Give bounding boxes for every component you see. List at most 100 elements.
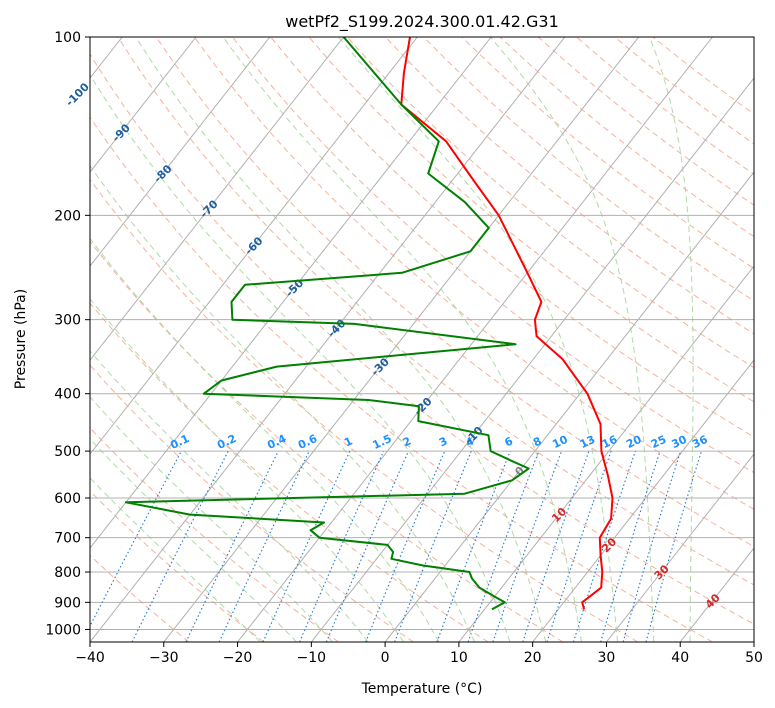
x-tick-label: −10 — [297, 650, 327, 666]
mixing-ratio-line — [622, 450, 682, 642]
mixing-ratio-label: 2 — [401, 434, 413, 449]
isotherm-line — [90, 37, 418, 455]
mixing-ratio-line — [436, 450, 511, 642]
dry-adiabat — [232, 37, 754, 474]
x-tick-label: −30 — [149, 650, 179, 666]
dry-adiabat — [117, 37, 754, 586]
mixing-ratio-line — [492, 450, 563, 642]
mixing-ratio-label: 16 — [600, 433, 620, 451]
x-tick-label: −20 — [223, 650, 253, 666]
moist-adiabat — [90, 438, 297, 642]
dry-adiabat — [346, 37, 754, 369]
isotherm-line — [90, 37, 344, 361]
isotherm-label: -80 — [151, 162, 174, 185]
dry-adiabat — [193, 37, 754, 510]
moist-adiabat — [90, 350, 369, 642]
mixing-ratio-line — [600, 450, 661, 642]
mixing-ratio-label: 1.5 — [371, 432, 394, 452]
dry-adiabat — [90, 178, 639, 642]
isotherm-line — [90, 37, 271, 267]
x-tick-label: 10 — [450, 650, 468, 666]
mixing-ratio-label: 20 — [624, 433, 644, 451]
isotherm-line — [532, 359, 754, 642]
dry-adiabat — [90, 302, 489, 642]
dewpoint-line — [124, 37, 530, 611]
moist-adiabat — [490, 37, 655, 642]
dry-adiabat — [308, 37, 754, 403]
mixing-ratio-label: 30 — [669, 433, 689, 451]
dry-adiabat — [90, 427, 339, 642]
y-tick-label: 100 — [54, 30, 81, 46]
moist-adiabat — [90, 164, 475, 642]
mixing-ratio-line — [522, 450, 590, 642]
y-tick-label: 500 — [54, 444, 81, 460]
moist-adiabat — [649, 37, 694, 642]
mixing-ratio-line — [185, 450, 279, 642]
y-tick-label: 600 — [54, 491, 81, 507]
mixing-ratio-line — [90, 450, 182, 628]
temperature-line — [400, 37, 614, 610]
y-tick-label: 200 — [54, 208, 81, 224]
mixing-ratio-line — [467, 450, 540, 642]
isopleth-labels: 0.1 0.2 0.4 0.6 1 1.5 2 3 4 6 8 10 13 16 20 25 30 36-100-… — [63, 80, 723, 611]
dry-adiabat — [90, 554, 190, 642]
grid-lines — [90, 37, 754, 642]
mixing-ratio-label: 13 — [578, 433, 597, 451]
dry-adiabat — [652, 37, 754, 115]
x-axis-label: Temperature (°C) — [361, 681, 483, 697]
dry-adiabat — [90, 116, 713, 642]
isotherm-label: 10 — [549, 505, 569, 525]
mixing-ratio-label: 0.2 — [215, 432, 238, 452]
moist-adiabat — [90, 298, 405, 642]
y-tick-label: 800 — [54, 565, 81, 581]
dry-adiabat — [270, 37, 754, 438]
isotherm-label: -70 — [197, 197, 220, 220]
mixing-ratio-label: 6 — [503, 434, 516, 449]
mixing-ratio-label: 3 — [437, 434, 449, 449]
y-tick-label: 400 — [54, 387, 81, 403]
x-tick-label: 20 — [524, 650, 542, 666]
x-tick-label: −40 — [75, 650, 105, 666]
moist-adiabat — [135, 37, 547, 642]
isotherm-line — [90, 37, 566, 642]
dry-adiabat — [423, 37, 754, 302]
isotherm-label: -60 — [242, 234, 265, 257]
isotherm-label: 30 — [652, 562, 672, 582]
mixing-ratio-line — [325, 450, 410, 642]
dry-adiabat — [385, 37, 754, 335]
mixing-ratio-line — [546, 450, 612, 642]
mixing-ratio-label: 0.6 — [296, 432, 319, 452]
isotherm-line — [458, 265, 754, 642]
chart-title: wetPf2_S199.2024.300.01.42.G31 — [285, 12, 559, 32]
x-tick-label: 30 — [598, 650, 616, 666]
y-tick-label: 900 — [54, 595, 81, 611]
axis-ticks: −40 −30 −20 −10 0 10 20 30 40 5010020030040050060… — [45, 30, 763, 666]
mixing-ratio-label: 25 — [649, 433, 668, 451]
moist-adiabat — [90, 237, 440, 642]
mixing-ratio-label: 0.1 — [168, 432, 191, 452]
dry-adiabat — [461, 37, 754, 270]
x-tick-label: 50 — [745, 650, 763, 666]
plot-frame — [89, 36, 755, 643]
mixing-ratio-label: 10 — [550, 433, 570, 451]
y-axis-label: Pressure (hPa) — [13, 289, 29, 389]
y-tick-label: 1000 — [45, 622, 81, 638]
mixing-ratio-line — [262, 450, 351, 642]
y-tick-label: 700 — [54, 531, 81, 547]
mixing-ratio-line — [131, 450, 229, 642]
dry-adiabat — [90, 53, 754, 625]
isotherm-label: 40 — [703, 591, 723, 611]
moist-adiabat — [338, 37, 618, 642]
dry-adiabat — [90, 240, 564, 642]
mixing-ratio-label: 1 — [342, 434, 354, 449]
x-tick-label: 0 — [381, 650, 390, 666]
isotherm-line — [163, 37, 640, 642]
moist-adiabat — [222, 37, 582, 642]
moist-adiabat — [90, 477, 261, 642]
y-tick-label: 300 — [54, 313, 81, 329]
isotherm-line — [753, 641, 754, 642]
isotherm-line — [384, 171, 754, 642]
isotherm-label: -90 — [110, 121, 133, 144]
isotherm-label: -100 — [63, 80, 92, 109]
